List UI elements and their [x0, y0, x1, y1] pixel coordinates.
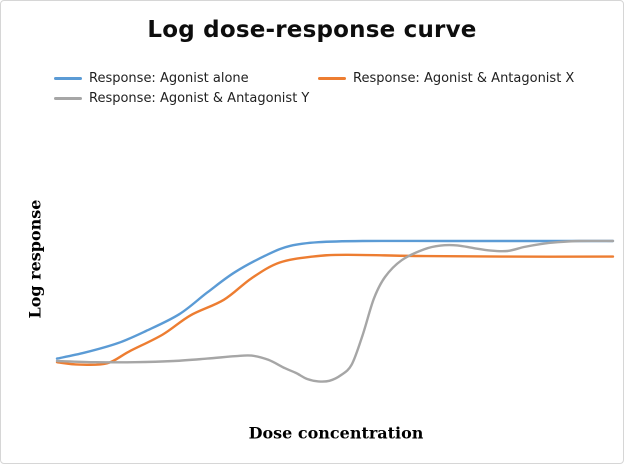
- line-series-0: [55, 239, 615, 360]
- x-axis-label: Dose concentration: [248, 423, 424, 443]
- legend-line-swatch-gray: [54, 96, 82, 100]
- legend-label: Response: Agonist alone: [89, 70, 249, 86]
- legend-label: Response: Agonist & Antagonist X: [353, 70, 575, 86]
- legend-item-agonist-antagonist-y: Response: Agonist & Antagonist Y: [54, 90, 309, 106]
- legend-item-agonist-antagonist-x: Response: Agonist & Antagonist X: [318, 70, 574, 86]
- line-series-1: [55, 253, 615, 367]
- legend-line-swatch-blue: [54, 76, 82, 80]
- legend-label: Response: Agonist & Antagonist Y: [89, 90, 310, 106]
- line-series-2: [55, 239, 615, 383]
- legend-item-agonist-alone: Response: Agonist alone: [54, 70, 249, 86]
- y-axis-label: Log response: [25, 199, 45, 319]
- legend-line-swatch-orange: [318, 76, 346, 80]
- chart-title: Log dose-response curve: [147, 17, 477, 43]
